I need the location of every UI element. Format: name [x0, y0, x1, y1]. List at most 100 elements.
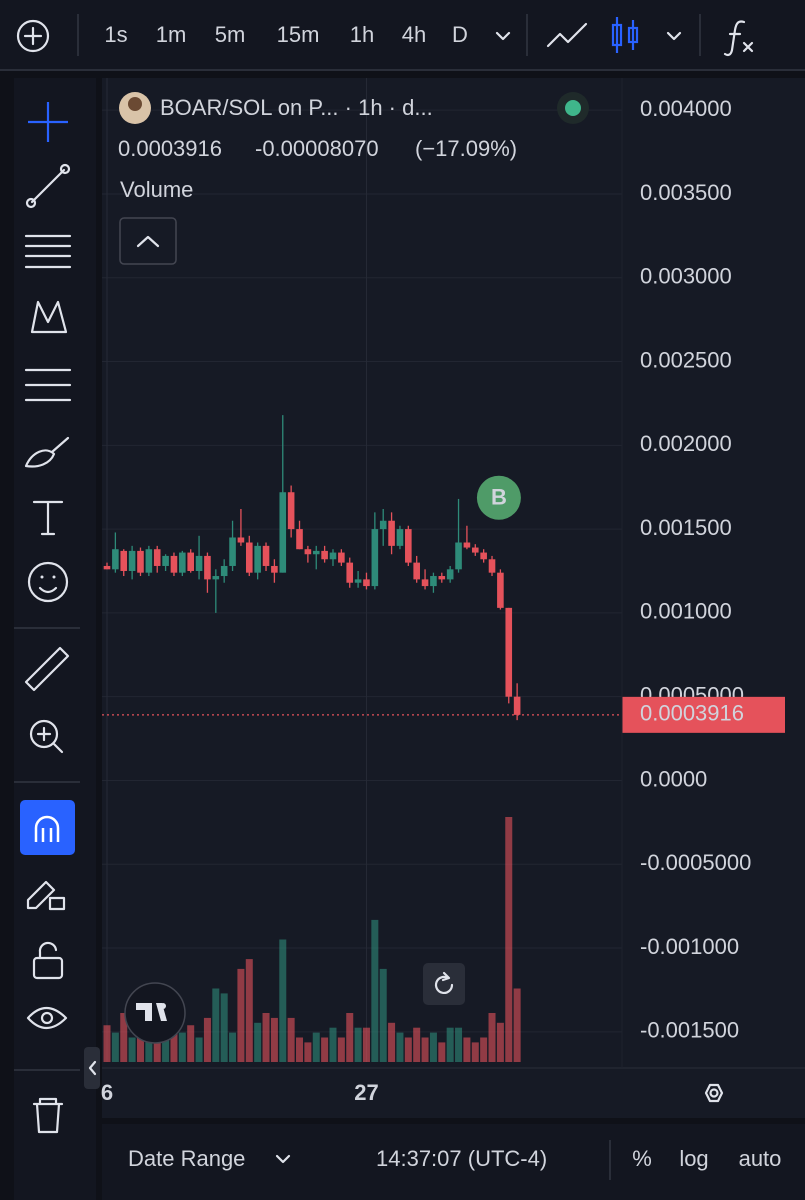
last-price-label: 0.0003916 [640, 701, 744, 726]
candle-body [296, 529, 303, 550]
candle-body [204, 555, 211, 580]
candle-body [195, 555, 203, 571]
scale-options: % log auto [632, 1146, 781, 1171]
y-tick-label: 0.003500 [640, 180, 732, 205]
scale-option[interactable]: log [679, 1146, 708, 1171]
lock-tool[interactable] [32, 941, 64, 980]
candle-body [413, 562, 420, 580]
interval-button[interactable]: 1m [156, 22, 187, 47]
scale-option[interactable]: auto [739, 1146, 782, 1171]
y-tick-label: -0.001500 [640, 1018, 739, 1043]
y-tick-label: -0.001000 [640, 934, 739, 959]
candle-body [262, 545, 270, 566]
volume-bar [429, 1032, 437, 1062]
visibility-tool[interactable] [26, 1006, 68, 1030]
footer [102, 1124, 805, 1200]
volume-bar [195, 1037, 203, 1062]
y-tick-label: 0.002500 [640, 347, 732, 372]
volume-bar [254, 1022, 262, 1062]
scale-option[interactable]: % [632, 1146, 652, 1171]
volume-bar [245, 959, 253, 1062]
buy-marker[interactable] [476, 475, 521, 520]
volume-bar [321, 1037, 329, 1062]
indicators-button[interactable] [723, 20, 754, 57]
crosshair-tool[interactable] [28, 102, 68, 142]
collapse-button[interactable] [119, 217, 177, 265]
volume-bar [212, 988, 220, 1062]
prediction-tool[interactable] [24, 368, 72, 402]
candle-body [513, 696, 521, 715]
lock-drawing-tool[interactable] [26, 880, 66, 911]
candle-body [371, 529, 379, 587]
volume-bar [505, 817, 513, 1062]
volume-bar [103, 1025, 111, 1062]
interval-button[interactable]: 1s [104, 22, 127, 47]
candle-body [421, 579, 429, 587]
date-range-button[interactable]: Date Range [128, 1146, 245, 1171]
line-chart-icon[interactable] [546, 22, 588, 48]
x-tick-label: 6 [101, 1080, 113, 1105]
candle-body [363, 579, 370, 587]
pattern-tool[interactable] [30, 300, 68, 334]
candle-body [471, 547, 479, 553]
delete-tool[interactable] [32, 1097, 64, 1134]
chart-title: BOAR/SOL on P... · 1h · d... [160, 95, 433, 120]
ruler-tool[interactable] [24, 646, 70, 692]
tradingview-logo[interactable] [124, 982, 186, 1044]
zoom-tool[interactable] [29, 719, 64, 754]
trendline-tool[interactable] [25, 163, 71, 209]
brush-tool[interactable] [24, 436, 70, 468]
candle-body [220, 565, 228, 577]
interval-button[interactable]: 1h [350, 22, 374, 47]
sidebar-toggle[interactable] [84, 1047, 100, 1089]
candle-body [120, 550, 128, 571]
candle-body [505, 607, 513, 697]
candle-body [463, 542, 471, 548]
interval-button[interactable]: 15m [277, 22, 320, 47]
last-price-badge [622, 696, 785, 733]
volume-bar [170, 1017, 178, 1062]
volume-bar [145, 1042, 153, 1062]
reset-button[interactable] [423, 963, 465, 1005]
candle-body [396, 529, 404, 546]
volume-bar [463, 1037, 471, 1062]
magnet-tool[interactable] [20, 800, 75, 855]
volume-bar [488, 1013, 496, 1062]
status-dot [565, 100, 581, 116]
y-tick-label: 0.004000 [640, 96, 732, 121]
candle-body [388, 520, 395, 546]
volume-bar [187, 1025, 195, 1062]
interval-button[interactable]: 5m [215, 22, 246, 47]
volume-bar [229, 1032, 237, 1062]
volume-bar [471, 1042, 479, 1062]
y-tick-label: 0.0000 [640, 766, 707, 791]
interval-dropdown[interactable] [495, 31, 511, 41]
interval-button[interactable]: 4h [402, 22, 426, 47]
y-tick-label: -0.0005000 [640, 850, 751, 875]
volume-bar [111, 1032, 119, 1062]
chart-type-dropdown[interactable] [666, 31, 682, 41]
candle-body [153, 549, 161, 566]
candle-body [338, 552, 345, 563]
fib-tool[interactable] [24, 234, 72, 269]
y-tick-label: 0.001000 [640, 599, 732, 624]
emoji-tool[interactable] [27, 561, 69, 603]
candle-body [128, 550, 136, 571]
candle-chart-icon[interactable] [611, 17, 639, 53]
volume-bar [455, 1027, 463, 1062]
volume-bar [371, 919, 379, 1062]
clock: 14:37:07 (UTC-4) [376, 1146, 547, 1171]
volume-bar [496, 1022, 504, 1062]
date-range-dropdown[interactable] [275, 1154, 291, 1164]
interval-button[interactable]: D [452, 22, 468, 47]
candle-body [312, 550, 320, 555]
settings-button[interactable] [704, 1083, 724, 1103]
volume-bar [128, 1037, 136, 1062]
candle-body [170, 555, 178, 573]
volume-bar [513, 988, 521, 1062]
text-tool[interactable] [32, 500, 64, 536]
volume-bar [203, 1017, 211, 1062]
add-button[interactable] [16, 19, 50, 53]
candle-body [212, 576, 220, 580]
